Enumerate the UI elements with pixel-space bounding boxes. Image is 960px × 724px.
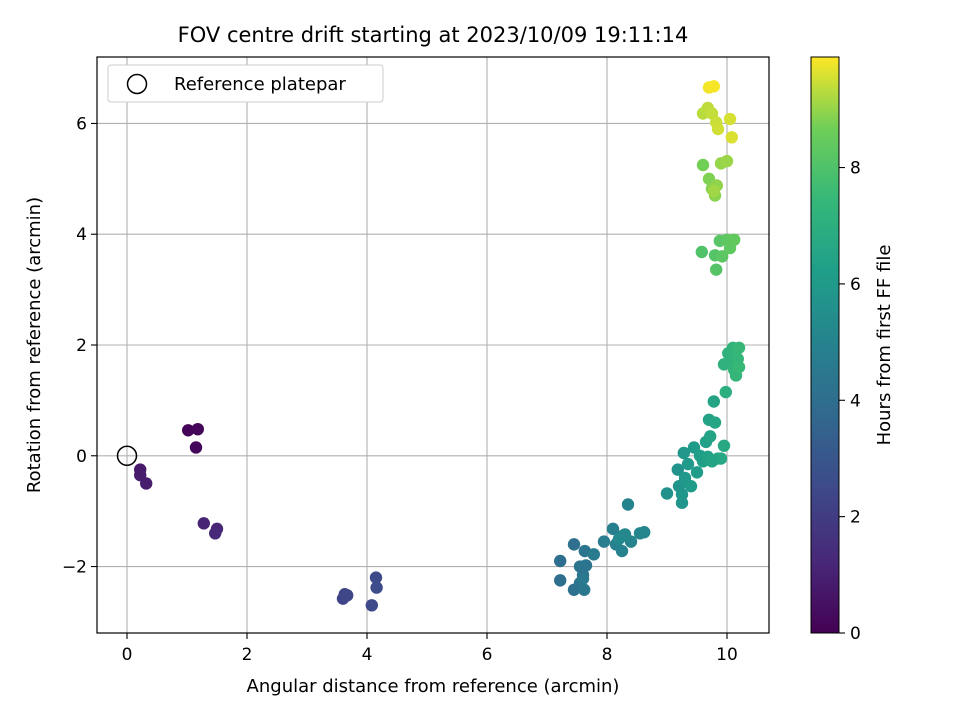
data-point	[707, 80, 720, 93]
chart-title: FOV centre drift starting at 2023/10/09 …	[178, 23, 689, 47]
data-point	[638, 526, 651, 539]
data-point	[695, 245, 708, 259]
data-point	[587, 548, 600, 561]
data-point	[606, 522, 620, 536]
data-point	[554, 574, 567, 587]
colorbar-tick-label: 8	[850, 159, 861, 179]
data-point	[182, 424, 195, 437]
data-point	[197, 517, 210, 530]
data-point	[723, 112, 737, 126]
data-point	[728, 233, 741, 246]
legend-entry: Reference platepar	[174, 74, 346, 95]
data-point	[191, 422, 204, 436]
data-point	[681, 457, 695, 471]
x-tick-label: 6	[482, 645, 493, 665]
legend-reference-marker	[126, 73, 148, 95]
data-point	[612, 532, 626, 546]
y-tick-label: 4	[76, 225, 87, 245]
data-point	[615, 544, 629, 558]
data-point	[369, 571, 383, 584]
data-point	[732, 360, 746, 374]
data-point	[140, 477, 153, 490]
y-tick-label: −2	[62, 558, 87, 578]
data-point	[209, 527, 222, 540]
data-point	[719, 385, 732, 399]
data-point	[370, 581, 383, 594]
data-point	[554, 554, 567, 568]
reference-marker	[116, 445, 138, 467]
data-point	[621, 498, 635, 511]
y-tick-label: 6	[76, 114, 87, 134]
colorbar-tick-label: 6	[850, 275, 861, 295]
x-tick-label: 0	[122, 645, 133, 665]
y-axis-label: Rotation from reference (arcmin)	[24, 197, 45, 493]
data-point	[341, 589, 354, 602]
data-point	[711, 122, 725, 136]
data-point	[716, 250, 729, 263]
data-point	[720, 154, 734, 168]
colorbar: 0 2 4 6 8 Hours from first FF file	[810, 56, 895, 644]
data-point	[189, 441, 203, 454]
data-point	[705, 455, 719, 468]
grid-lines	[97, 57, 769, 633]
colorbar-tick-label: 4	[850, 391, 861, 411]
x-tick-label: 10	[716, 645, 738, 665]
data-point	[567, 538, 581, 551]
data-point	[660, 487, 674, 500]
data-points	[134, 80, 746, 612]
data-point	[671, 463, 684, 476]
y-axis-ticks: −2 0 2 4 6	[62, 114, 97, 578]
colorbar-tick-label: 2	[850, 508, 861, 528]
y-tick-label: 0	[76, 447, 87, 467]
data-point	[576, 572, 590, 585]
y-tick-label: 2	[76, 336, 87, 356]
data-point	[696, 158, 710, 172]
colorbar-label: Hours from first FF file	[874, 245, 895, 446]
data-point	[365, 599, 378, 612]
legend-box	[107, 64, 384, 103]
data-point	[708, 416, 722, 429]
data-point	[597, 535, 611, 548]
x-axis-label: Angular distance from reference (arcmin)	[247, 676, 620, 697]
data-point	[704, 430, 717, 443]
colorbar-gradient	[810, 56, 840, 634]
colorbar-tick-label: 0	[850, 624, 861, 644]
legend: Reference platepar	[107, 64, 384, 103]
data-point	[684, 480, 698, 493]
data-point	[578, 583, 591, 596]
data-point	[707, 395, 720, 408]
colorbar-ticks: 0 2 4 6 8	[839, 159, 861, 644]
data-point	[675, 488, 689, 501]
data-point	[677, 446, 690, 460]
x-axis-ticks: 0 2 4 6 8 10	[122, 633, 738, 665]
data-point	[707, 184, 720, 198]
x-tick-label: 2	[242, 645, 253, 665]
data-point	[732, 341, 746, 354]
x-tick-label: 8	[602, 645, 613, 665]
data-point	[717, 439, 731, 452]
reference-point	[116, 445, 138, 467]
data-point	[710, 263, 723, 276]
x-tick-label: 4	[362, 645, 373, 665]
data-point	[725, 131, 738, 144]
data-point	[579, 559, 593, 572]
data-point	[690, 466, 704, 479]
